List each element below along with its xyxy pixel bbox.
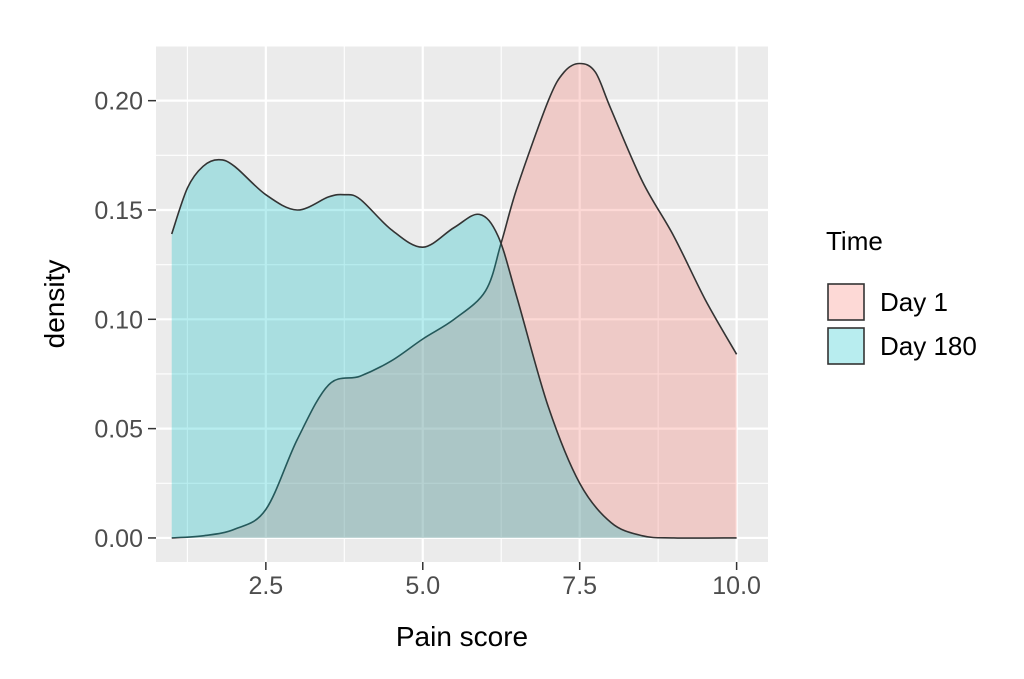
legend-title: Time: [826, 226, 883, 256]
x-axis-title: Pain score: [396, 621, 528, 652]
plot-panel: [156, 46, 768, 562]
legend-key-day-1: [827, 283, 865, 321]
major-gridlines: [156, 46, 768, 562]
x-tick-label: 2.5: [248, 572, 283, 600]
legend-key-day-180: [827, 327, 865, 365]
density-area-day-180: [171, 159, 737, 539]
y-tick-label: 0.05: [94, 416, 143, 444]
density-areas: [170, 62, 738, 539]
minor-gridlines: [156, 45, 768, 562]
y-tick-label: 0.20: [94, 88, 143, 116]
x-axis: 2.5 5.0 7.5 10.0: [248, 562, 761, 600]
legend-label-day-180: Day 180: [880, 331, 977, 361]
y-tick-label: 0.10: [94, 306, 143, 334]
density-curve-day-1: [171, 62, 738, 539]
x-tick-label: 5.0: [405, 572, 440, 600]
legend: Time Day 1 Day 180: [826, 226, 977, 365]
y-axis-title: density: [39, 260, 70, 349]
x-tick-label: 10.0: [712, 572, 761, 600]
y-tick-label: 0.00: [94, 525, 143, 553]
legend-label-day-1: Day 1: [880, 287, 948, 317]
x-tick-label: 7.5: [562, 572, 597, 600]
density-curve-day-180: [170, 158, 737, 539]
y-axis: 0.00 0.05 0.10 0.15 0.20: [94, 88, 156, 553]
density-area-day-1: [171, 63, 737, 538]
y-tick-label: 0.15: [94, 197, 143, 225]
